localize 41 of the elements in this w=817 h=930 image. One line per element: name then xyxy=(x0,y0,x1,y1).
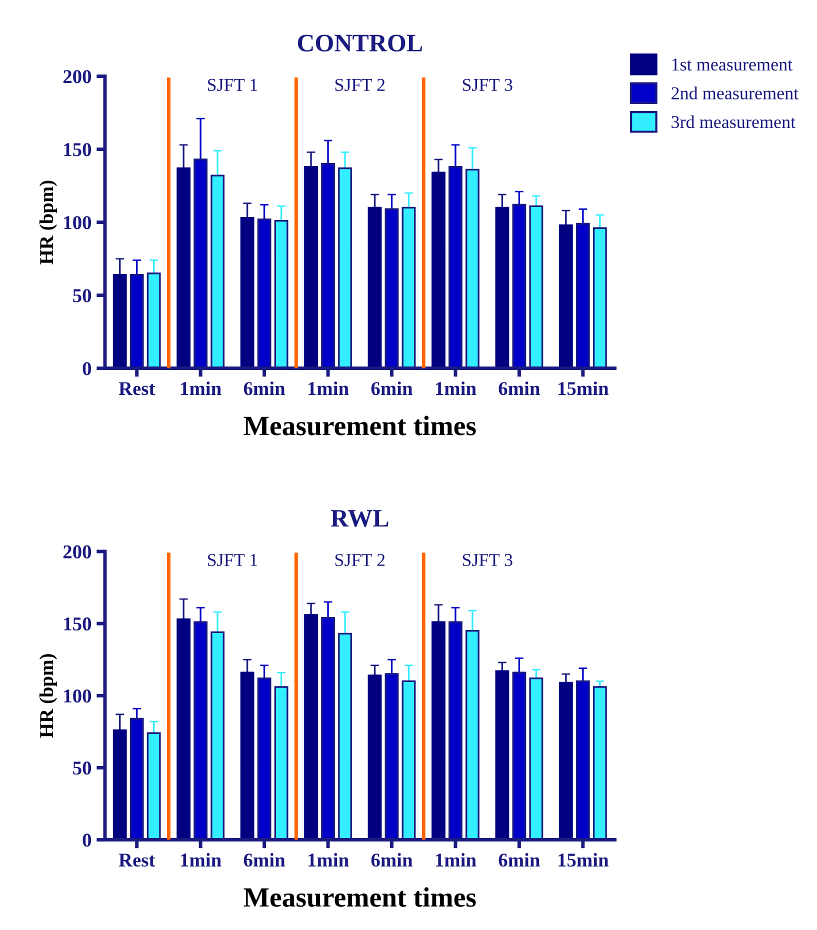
legend-label: 3rd measurement xyxy=(672,115,796,128)
x-tick-label: Rest xyxy=(118,854,156,867)
x-axis-title: Measurement times xyxy=(244,887,476,907)
x-tick-label: Rest xyxy=(118,382,156,396)
y-tick-label: 50 xyxy=(73,289,92,302)
x-tick-label: 1min xyxy=(308,852,349,866)
annotation: SJFT 2 xyxy=(335,78,385,91)
x-tick-label: 1min xyxy=(308,381,349,395)
x-tick-label: 1min xyxy=(181,852,222,866)
y-axis-title: HR (bpm) xyxy=(39,654,58,738)
annotation: SJFT 3 xyxy=(462,554,512,566)
y-axis-title: HR (bpm) xyxy=(39,180,58,264)
x-tick-label: 6min xyxy=(371,381,413,396)
annotation: SJFT 3 xyxy=(462,78,512,91)
y-tick-label: 100 xyxy=(64,689,92,703)
x-tick-label: 1min xyxy=(436,381,476,395)
y-tick-label: 100 xyxy=(64,216,92,230)
x-tick-label: 1min xyxy=(436,852,476,866)
y-tick-label: 50 xyxy=(73,762,92,775)
y-tick-label: 0 xyxy=(82,362,92,376)
annotation: SJFT 1 xyxy=(208,78,258,91)
annotation: SJFT 2 xyxy=(335,554,385,566)
legend-label: 1st measurement xyxy=(672,58,792,71)
x-tick-label: 6min xyxy=(371,852,413,867)
x-tick-label: 6min xyxy=(244,381,286,396)
x-tick-label: 1min xyxy=(181,381,222,395)
y-tick-label: 150 xyxy=(64,617,92,631)
chart-title: CONTROL xyxy=(298,34,422,52)
y-tick-label: 0 xyxy=(82,834,92,847)
y-tick-label: 150 xyxy=(64,143,92,156)
y-tick-label: 200 xyxy=(63,545,92,558)
x-tick-label: 15min xyxy=(558,381,609,396)
chart-title: RWL xyxy=(330,510,388,527)
x-axis-title: Measurement times xyxy=(244,416,476,436)
legend-label: 2nd measurement xyxy=(672,86,799,100)
annotation: SJFT 1 xyxy=(208,554,258,566)
x-tick-label: 6min xyxy=(498,852,540,867)
y-tick-label: 200 xyxy=(63,70,92,84)
x-tick-label: 6min xyxy=(498,381,540,396)
x-tick-label: 15min xyxy=(558,852,609,867)
x-tick-label: 6min xyxy=(244,852,286,867)
